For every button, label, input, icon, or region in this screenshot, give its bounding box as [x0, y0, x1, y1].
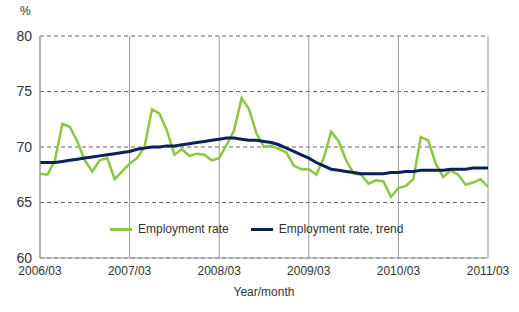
- svg-text:65: 65: [16, 194, 32, 210]
- svg-text:2006/03: 2006/03: [18, 263, 62, 278]
- svg-text:Year/month: Year/month: [234, 285, 295, 299]
- html-text:Employment rate, trend: Employment rate, trend: [278, 222, 404, 236]
- svg-text:2007/03: 2007/03: [108, 264, 152, 278]
- svg-text:75: 75: [16, 83, 32, 99]
- html-text:Employment rate: Employment rate: [138, 222, 229, 236]
- svg-text:2008/03: 2008/03: [198, 264, 242, 278]
- svg-text:80: 80: [16, 28, 32, 44]
- svg-text:2011/03: 2011/03: [467, 264, 510, 278]
- svg-text:60: 60: [16, 250, 32, 266]
- svg-text:70: 70: [16, 139, 32, 155]
- svg-text:2009/03: 2009/03: [287, 264, 331, 278]
- svg-text:2010/03: 2010/03: [377, 264, 421, 278]
